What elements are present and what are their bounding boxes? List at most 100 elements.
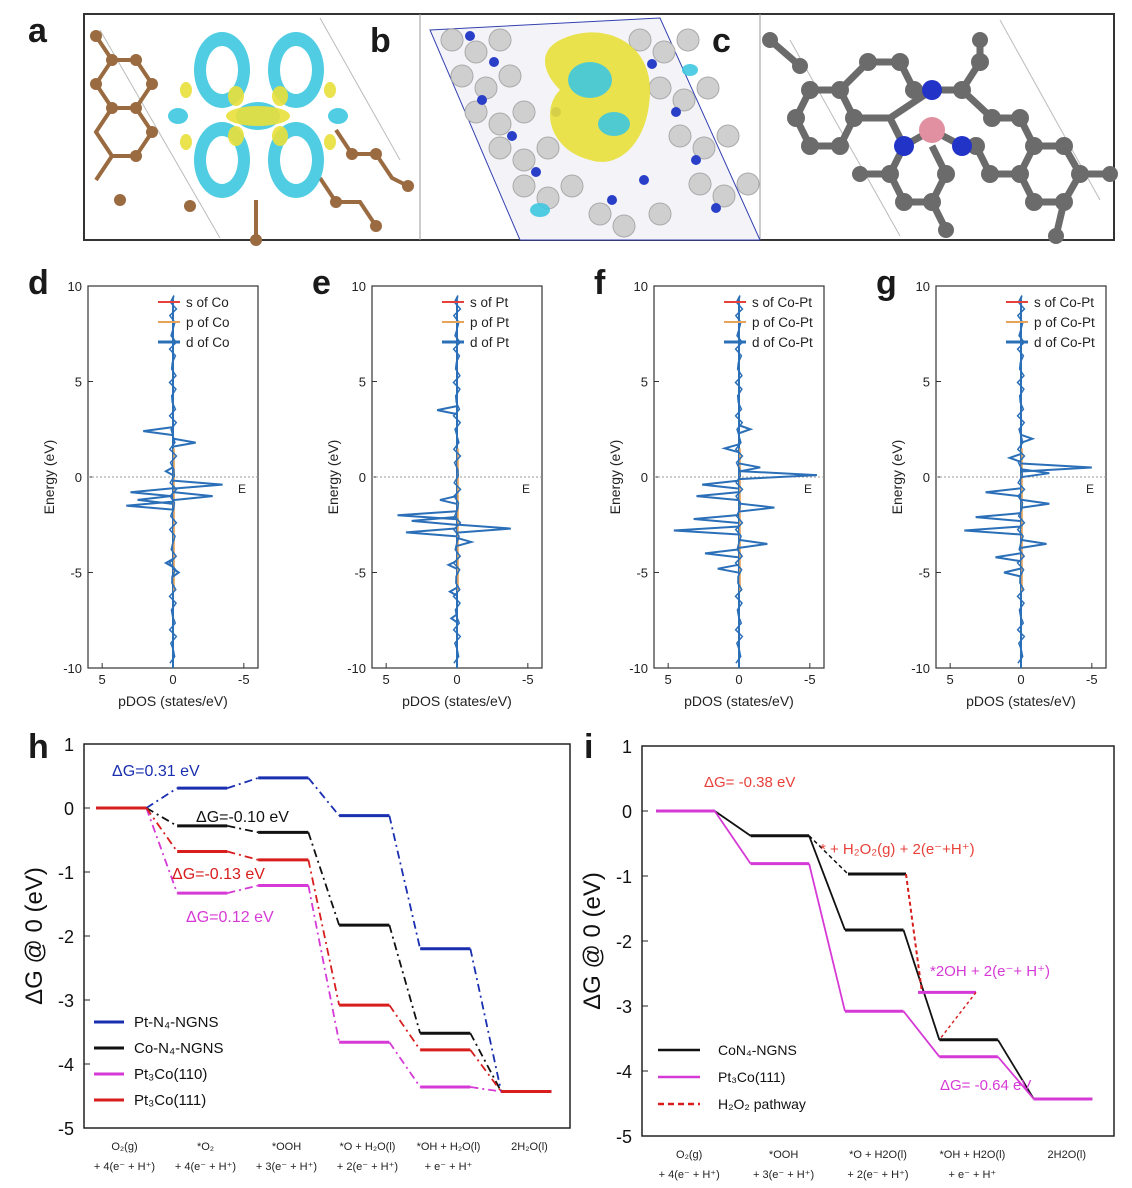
legend-label-1: p of Co <box>186 315 230 330</box>
y-axis-label: Energy (eV) <box>325 440 341 515</box>
x-tick-label: -5 <box>1086 672 1098 687</box>
x-tick-label: -5 <box>804 672 816 687</box>
x-axis-label: pDOS (states/eV) <box>966 693 1076 709</box>
panel-label-i: i <box>584 728 594 766</box>
y-tick-label: -10 <box>347 661 366 676</box>
h2o2-drop <box>905 873 923 993</box>
y-tick-label: 10 <box>68 279 82 294</box>
panel-label-b: b <box>370 22 391 60</box>
annotation-1: ΔG=-0.10 eV <box>196 809 289 826</box>
y-tick-label: -10 <box>63 661 82 676</box>
pdos-peak <box>696 491 740 502</box>
pdos-peak <box>172 491 213 502</box>
legend-label-1: Co-N₄-NGNS <box>134 1040 223 1057</box>
energy-connector <box>307 859 341 1006</box>
fermi-label: E <box>522 482 530 496</box>
pdos-peak <box>172 479 223 490</box>
y-tick-label: -1 <box>58 863 74 883</box>
step-label: *O + H2O(l) <box>849 1149 907 1161</box>
y-tick-label: 0 <box>923 470 930 485</box>
x-tick-label: 0 <box>735 672 742 687</box>
energy-connector <box>808 863 846 1012</box>
pdos-trace <box>452 295 462 664</box>
pdos-peak <box>1020 468 1050 479</box>
panel-label-d: d <box>28 264 49 302</box>
pdos-peak <box>1020 498 1050 509</box>
y-tick-label: 0 <box>75 470 82 485</box>
energy-connector <box>808 835 846 931</box>
energy-connector <box>469 948 503 1092</box>
pdos-chart-d: 10 5 0 -5 -10 5 0 -5 pDOS (states/eV) Energy (eV)… <box>41 279 259 709</box>
panel-label-g: g <box>876 264 897 302</box>
step-label-sub: + 2(e⁻ + H⁺) <box>847 1169 908 1181</box>
energy-connector <box>145 807 178 853</box>
y-tick-label: 5 <box>641 375 648 390</box>
pdos-peak <box>436 405 458 416</box>
legend-label-0: CoN₄-NGNS <box>718 1042 797 1058</box>
x-tick-label: 5 <box>99 672 106 687</box>
energy-connector <box>227 884 259 894</box>
step-label: 2H₂O(l) <box>511 1141 548 1153</box>
step-label: O₂(g) <box>111 1141 137 1153</box>
pdos-peak <box>1020 433 1036 444</box>
energy-connector <box>388 815 422 950</box>
energy-connector <box>145 787 178 809</box>
legend-label-2: d of Co <box>186 335 230 350</box>
y-tick-label: 0 <box>64 799 74 819</box>
pdos-peak <box>964 525 1022 536</box>
energy-connector <box>145 807 178 827</box>
h2o2-connector-2 <box>938 991 977 1041</box>
energy-connector <box>307 777 340 817</box>
fermi-label: E <box>1086 482 1094 496</box>
molecule-c-illustration <box>762 19 1118 244</box>
energy-connector <box>713 810 752 865</box>
y-tick-label: -4 <box>616 1062 632 1082</box>
charge-density-a-illustration <box>90 17 414 246</box>
pdos-peak <box>456 523 511 534</box>
pdos-trace <box>168 295 178 664</box>
pdos-peak <box>126 500 174 511</box>
step-label-sub: + 4(e⁻ + H⁺) <box>659 1169 720 1181</box>
y-tick-label: -5 <box>918 566 930 581</box>
panel-label-h: h <box>28 728 49 766</box>
legend-label-1: p of Pt <box>470 315 509 330</box>
pdos-peak <box>1006 452 1022 463</box>
panel-label-e: e <box>312 264 331 302</box>
h2o2-connector <box>808 835 849 875</box>
y-tick-label: 0 <box>641 470 648 485</box>
annotation-1: * + H₂O₂(g) + 2(e⁻+H⁺) <box>820 841 975 858</box>
y-tick-label: -5 <box>58 1119 74 1139</box>
energy-connector <box>227 825 259 834</box>
pdos-peak <box>1020 538 1047 549</box>
x-tick-label: -5 <box>238 672 250 687</box>
free-energy-chart-i: 1 0 -1 -2 -3 -4 -5 ΔG @ 0 (eV) O₂(g) + 4(e⁻ + H⁺)… <box>579 737 1115 1181</box>
free-energy-frame <box>641 745 1115 1137</box>
pdos-peak <box>1020 462 1092 473</box>
energy-connector <box>145 807 178 894</box>
legend-label-0: s of Co-Pt <box>1034 295 1094 310</box>
pdos-peak <box>172 437 196 448</box>
y-tick-label: -2 <box>58 927 74 947</box>
y-tick-label: -2 <box>616 932 632 952</box>
legend-label-0: Pt-N₄-NGNS <box>134 1014 218 1031</box>
energy-connector <box>997 1039 1035 1100</box>
pdos-peak <box>738 470 817 481</box>
x-tick-label: 0 <box>1017 672 1024 687</box>
y-tick-label: 5 <box>75 375 82 390</box>
legend-label-3: Pt₃Co(111) <box>134 1092 206 1109</box>
fermi-label: E <box>804 482 812 496</box>
legend-label-2: d of Co-Pt <box>752 335 813 350</box>
y-tick-label: -5 <box>616 1127 632 1147</box>
y-tick-label: -3 <box>616 997 632 1017</box>
energy-connector <box>469 1049 502 1093</box>
x-tick-label: 0 <box>453 672 460 687</box>
pdos-peak <box>693 514 740 525</box>
series-3 <box>96 806 552 1094</box>
step-label: *OH + H2O(l) <box>940 1149 1006 1161</box>
x-axis-label: pDOS (states/eV) <box>118 693 228 709</box>
x-tick-label: 0 <box>169 672 176 687</box>
pdos-peak <box>1003 567 1022 578</box>
x-axis-label: pDOS (states/eV) <box>684 693 794 709</box>
legend-label-1: p of Co-Pt <box>752 315 813 330</box>
pdos-peak <box>995 552 1022 563</box>
